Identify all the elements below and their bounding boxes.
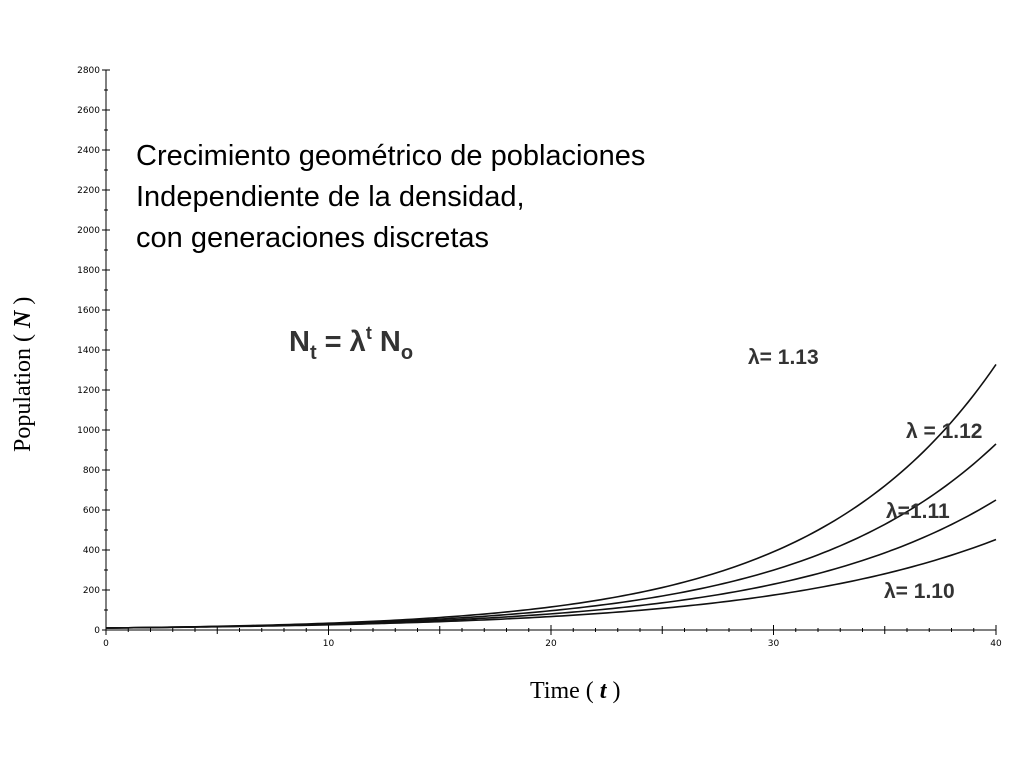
series-curves [105, 363, 997, 629]
y-tick-label: 800 [83, 466, 100, 476]
series-label-1-12: λ = 1.12 [906, 420, 982, 443]
formula-lambda: = λ [317, 326, 366, 358]
formula-n0: N [372, 326, 401, 358]
y-axis: 0 200 400 600 800 1000 1200 1400 1600 1800 2000 220… [77, 66, 110, 636]
y-tick-label: 2000 [77, 226, 100, 236]
y-axis-title-var: N [10, 309, 36, 329]
x-axis-title-var: t [600, 678, 608, 704]
y-tick-label: 1200 [77, 386, 100, 396]
formula-subscript-o: o [401, 342, 413, 364]
series-line-2 [105, 499, 997, 629]
y-tick-label: 2400 [77, 146, 100, 156]
y-axis-title-close: ) [10, 297, 36, 311]
series-label-1-11: λ=1.11 [886, 500, 950, 523]
y-tick-label: 400 [83, 546, 100, 556]
y-axis-title: Population ( N ) [10, 297, 36, 452]
chart-title-line-2: Independiente de la densidad, [136, 181, 525, 213]
series-line-3 [105, 538, 997, 629]
x-axis: 0 10 20 30 40 [103, 625, 1002, 649]
y-tick-label: 600 [83, 506, 100, 516]
y-tick-label: 1600 [77, 306, 100, 316]
formula-subscript-t: t [310, 342, 317, 364]
y-tick-label: 200 [83, 586, 100, 596]
y-tick-label: 1800 [77, 266, 100, 276]
x-axis-title: Time ( t ) [530, 678, 620, 704]
x-tick-label: 30 [768, 639, 780, 649]
x-tick-label: 10 [323, 639, 335, 649]
growth-formula: Nt = λt No [289, 323, 413, 364]
formula-n: N [289, 326, 310, 358]
formula-superscript-t: t [366, 323, 372, 343]
series-label-1-10: λ= 1.10 [884, 580, 955, 603]
series-label-1-13: λ= 1.13 [748, 346, 819, 369]
y-tick-label: 1000 [77, 426, 100, 436]
series-line-0 [105, 363, 997, 629]
x-axis-title-text: Time ( [530, 678, 600, 704]
y-tick-label: 2200 [77, 186, 100, 196]
y-axis-title-text: Population ( [10, 328, 36, 452]
y-tick-label: 2600 [77, 106, 100, 116]
x-tick-label: 20 [545, 639, 557, 649]
x-tick-label: 40 [990, 639, 1002, 649]
chart-title-line-1: Crecimiento geométrico de poblaciones [136, 140, 645, 172]
x-axis-title-close: ) [606, 678, 620, 704]
chart-title-line-3: con generaciones discretas [136, 222, 489, 254]
series-line-1 [105, 443, 997, 629]
y-tick-label: 2800 [77, 66, 100, 76]
y-tick-label: 1400 [77, 346, 100, 356]
x-tick-label: 0 [103, 639, 109, 649]
y-tick-label: 0 [94, 626, 100, 636]
